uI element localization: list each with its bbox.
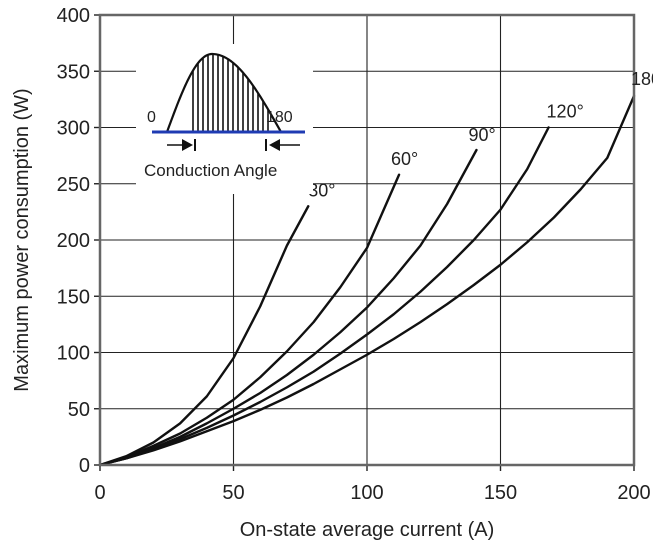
- x-tick-label-0: 0: [94, 482, 105, 504]
- series-label-layer: 30° 60° 90° 120° 180°: [308, 69, 653, 200]
- inset-background: [136, 44, 313, 194]
- series-line-2: [98, 148, 478, 467]
- series-label-1: 60°: [391, 149, 418, 169]
- y-tick-label-8: 400: [57, 5, 90, 27]
- series-line-0: [98, 205, 310, 467]
- inset-left-arrow-icon: [182, 139, 193, 151]
- y-axis-label: Maximum power consumption (W): [11, 88, 33, 391]
- y-tick-label-4: 200: [57, 230, 90, 252]
- x-axis-label: On-state average current (A): [240, 519, 495, 541]
- y-tick-label-0: 0: [79, 455, 90, 477]
- series-label-2: 90°: [468, 125, 495, 145]
- series-layer: [98, 94, 636, 467]
- inset-right-label: 180: [266, 109, 293, 126]
- plot-frame: [98, 13, 636, 467]
- series-line-4: [98, 94, 636, 467]
- y-tick-label-7: 350: [57, 61, 90, 83]
- inset-left-label: 0: [147, 109, 156, 126]
- inset-hatch-group: [192, 54, 269, 132]
- x-tick-label-4: 200: [617, 482, 650, 504]
- conduction-angle-inset: 0 180 Conduction Angle: [136, 44, 313, 194]
- y-tick-label-2: 100: [57, 343, 90, 365]
- y-tick-label-6: 300: [57, 118, 90, 140]
- y-tick-label-1: 50: [68, 399, 90, 421]
- series-label-4: 180°: [631, 69, 653, 89]
- x-tick-label-3: 150: [484, 482, 517, 504]
- series-line-3: [98, 126, 550, 467]
- inset-right-arrow-icon: [269, 139, 280, 151]
- ticks-layer: 0 50 100 150 200 0 50 100 150 200 250 300 350 400: [57, 5, 651, 504]
- series-label-0: 30°: [308, 180, 335, 200]
- series-label-3: 120°: [547, 102, 584, 122]
- series-line-1: [98, 173, 401, 467]
- x-tick-label-2: 100: [350, 482, 383, 504]
- x-tick-label-1: 50: [222, 482, 244, 504]
- inset-waveform: [165, 52, 282, 133]
- y-tick-label-5: 250: [57, 174, 90, 196]
- y-tick-label-3: 150: [57, 286, 90, 308]
- inset-caption: Conduction Angle: [144, 161, 277, 180]
